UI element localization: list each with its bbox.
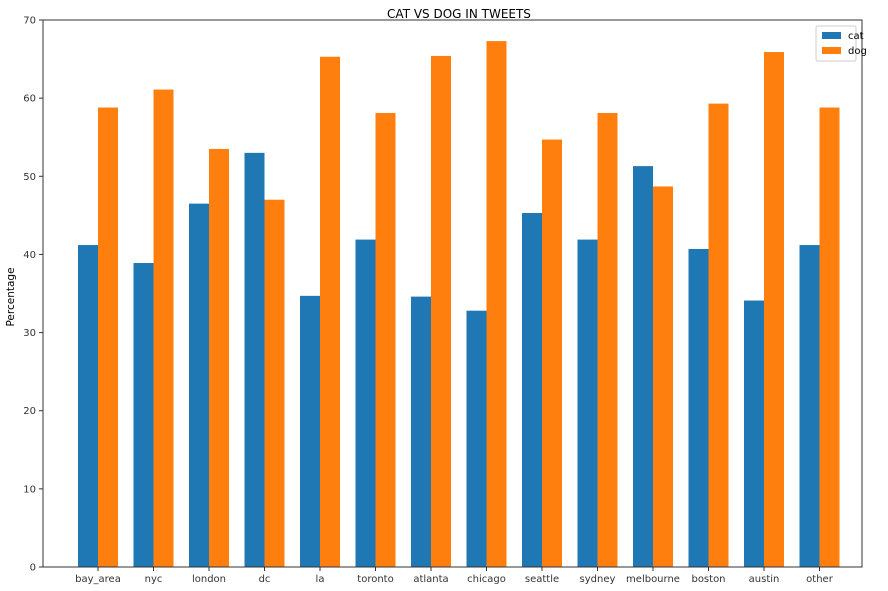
x-tick-label-other: other (806, 574, 834, 585)
chart-title: CAT VS DOG IN TWEETS (387, 7, 531, 21)
y-axis-label: Percentage (5, 267, 17, 326)
bar-cat-melbourne (633, 166, 653, 567)
bar-cat-toronto (355, 239, 376, 567)
bar-cat-london (189, 203, 209, 567)
bar-dog-austin (764, 52, 784, 567)
y-tick-label: 40 (23, 250, 36, 261)
x-tick-label-toronto: toronto (357, 574, 393, 585)
bar-dog-dc (264, 199, 285, 567)
y-tick-label: 50 (23, 172, 36, 183)
x-tick-label-seattle: seattle (525, 574, 559, 585)
y-tick-label: 0 (30, 563, 36, 574)
bar-dog-chicago (486, 41, 507, 567)
x-tick-label-london: london (192, 574, 226, 585)
bars-layer (78, 41, 840, 568)
bar-cat-chicago (466, 310, 487, 567)
bar-dog-nyc (153, 89, 174, 567)
bar-cat-dc (244, 152, 265, 568)
y-tick-label: 10 (23, 484, 36, 495)
legend-label-cat: cat (848, 31, 864, 42)
bar-dog-atlanta (431, 55, 451, 568)
y-tick-label: 70 (23, 16, 36, 27)
x-tick-label-sydney: sydney (580, 574, 616, 585)
bar-dog-sydney (597, 112, 618, 568)
bar-cat-nyc (133, 263, 154, 567)
y-tick-label: 20 (23, 406, 36, 417)
bar-dog-london (209, 148, 229, 567)
bar-cat-seattle (522, 213, 542, 567)
x-tick-label-chicago: chicago (467, 574, 506, 585)
bar-dog-other (819, 107, 840, 568)
bar-dog-toronto (375, 112, 396, 568)
y-tick-label: 60 (23, 94, 36, 105)
bar-cat-boston (688, 248, 709, 568)
axes-layer: 0 10 20 30 40 50 60 70 bay_area nyc london dc la toro… (23, 16, 863, 585)
bar-cat-austin (744, 300, 764, 567)
bar-dog-melbourne (653, 186, 673, 568)
plot-frame (42, 19, 863, 568)
bar-dog-la (320, 56, 340, 567)
x-tick-label-atlanta: atlanta (413, 574, 448, 585)
bar-cat-other (799, 245, 820, 567)
bar-cat-atlanta (411, 296, 431, 567)
legend-swatch-dog (822, 47, 841, 54)
legend-label-dog: dog (848, 46, 867, 57)
x-tick-label-bay_area: bay_area (75, 574, 121, 585)
y-tick-label: 30 (23, 328, 36, 339)
x-tick-label-austin: austin (749, 574, 780, 585)
bar-cat-bay_area (78, 245, 98, 567)
x-tick-label-dc: dc (259, 574, 271, 585)
x-tick-label-melbourne: melbourne (626, 574, 680, 585)
bar-dog-seattle (542, 139, 562, 567)
x-tick-label-nyc: nyc (145, 574, 163, 585)
bar-cat-sydney (577, 239, 598, 567)
legend: cat dog (815, 25, 867, 62)
x-tick-label-boston: boston (691, 574, 725, 585)
bar-dog-bay_area (98, 107, 118, 568)
bar-cat-la (300, 295, 320, 567)
legend-swatch-cat (822, 32, 841, 39)
x-tick-label-la: la (316, 574, 325, 585)
bar-dog-boston (708, 103, 729, 567)
